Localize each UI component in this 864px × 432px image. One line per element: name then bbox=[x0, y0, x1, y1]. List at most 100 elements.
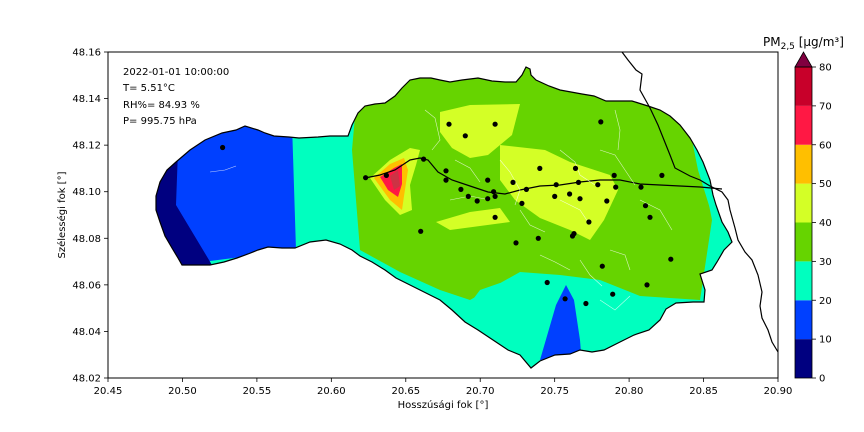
sensor-point bbox=[465, 193, 471, 199]
colorbar-segment bbox=[795, 261, 812, 301]
sensor-point bbox=[642, 203, 649, 209]
sensor-point bbox=[485, 196, 491, 202]
x-axis-label: Hosszúsági fok [°] bbox=[398, 399, 489, 411]
street-path bbox=[599, 295, 631, 311]
sensor-point bbox=[567, 191, 573, 197]
sensor-point bbox=[659, 172, 665, 178]
x-tick-label: 20.50 bbox=[168, 386, 197, 397]
sensor-points bbox=[220, 119, 674, 307]
x-tick-label: 20.75 bbox=[540, 386, 569, 397]
band-40-50-center bbox=[500, 145, 618, 240]
sensor-point bbox=[443, 168, 449, 174]
sensor-point bbox=[523, 186, 530, 192]
y-tick-label: 48.10 bbox=[72, 187, 101, 198]
colorbar-tick-label: 50 bbox=[819, 179, 832, 190]
sensor-point bbox=[537, 165, 543, 171]
band-10-20-south bbox=[540, 285, 582, 365]
annotation-pressure: P= 995.75 hPa bbox=[123, 116, 197, 127]
sensor-point bbox=[485, 177, 491, 183]
band-70-80 bbox=[390, 170, 400, 190]
colorbar-tick-label: 80 bbox=[819, 63, 832, 74]
sensor-point bbox=[513, 240, 519, 246]
sensor-point bbox=[220, 144, 226, 151]
sensor-point bbox=[586, 219, 592, 225]
colorbar-segment bbox=[795, 222, 812, 262]
sensor-point bbox=[421, 156, 427, 162]
sensor-point bbox=[562, 296, 568, 302]
colorbar-extend-triangle bbox=[794, 51, 813, 68]
sensor-point bbox=[491, 189, 497, 195]
y-tick-label: 48.14 bbox=[72, 94, 101, 105]
street-path bbox=[519, 209, 546, 233]
colorbar-segment bbox=[795, 183, 812, 223]
colorbar-segment bbox=[795, 300, 812, 340]
x-axis: 20.45 20.50 20.55 20.60 20.65 20.70 20.75 20.80… bbox=[94, 378, 793, 397]
sensor-point bbox=[610, 291, 616, 297]
colorbar-title-main: PM bbox=[763, 35, 781, 49]
x-tick-label: 20.85 bbox=[689, 386, 718, 397]
border-line bbox=[621, 51, 779, 353]
x-tick-label: 20.70 bbox=[466, 386, 495, 397]
colorbar-title-sub: 2,5 bbox=[781, 42, 795, 52]
street-path bbox=[539, 254, 571, 271]
band-40-50-strip bbox=[436, 208, 510, 230]
y-axis-label: Szélességi fok [°] bbox=[56, 171, 68, 258]
sensor-point bbox=[552, 193, 558, 199]
sensor-point bbox=[572, 165, 579, 171]
x-tick-label: 20.80 bbox=[615, 386, 644, 397]
sensor-point bbox=[492, 214, 498, 220]
sensor-point bbox=[647, 214, 653, 220]
street-path bbox=[209, 165, 237, 173]
sensor-point bbox=[668, 256, 674, 262]
colorbar-tick-label: 10 bbox=[819, 335, 832, 346]
colorbar-tick-label: 40 bbox=[819, 218, 832, 229]
street-path bbox=[609, 249, 631, 271]
annotation-humidity: RH%= 84.93 % bbox=[123, 100, 200, 111]
y-tick-label: 48.06 bbox=[72, 280, 101, 291]
y-tick-label: 48.08 bbox=[72, 234, 101, 245]
river-line bbox=[364, 157, 723, 195]
colorbar: 0 10 20 30 40 50 60 70 80 bbox=[794, 51, 832, 385]
sensor-point bbox=[510, 179, 516, 185]
sensor-point bbox=[604, 198, 610, 204]
x-tick-label: 20.90 bbox=[764, 386, 793, 397]
axes-frame bbox=[107, 51, 779, 379]
colorbar-tick-label: 0 bbox=[819, 374, 825, 385]
street-path bbox=[599, 149, 636, 186]
colorbar-tick-label: 30 bbox=[819, 257, 832, 268]
sensor-point bbox=[595, 182, 601, 188]
y-tick-label: 48.02 bbox=[72, 374, 101, 385]
sensor-point bbox=[458, 186, 464, 192]
sensor-point bbox=[474, 198, 480, 204]
band-40-50-north bbox=[440, 104, 520, 158]
colorbar-tick-label: 70 bbox=[819, 101, 832, 112]
street-path bbox=[424, 109, 441, 151]
street-path bbox=[639, 199, 673, 231]
sensor-point bbox=[383, 172, 389, 178]
street-path bbox=[559, 199, 591, 226]
street-path bbox=[454, 159, 481, 183]
street-path bbox=[579, 259, 603, 287]
sensor-point bbox=[575, 179, 582, 185]
sensor-point bbox=[611, 172, 617, 178]
colorbar-segment bbox=[795, 105, 812, 145]
sensor-point bbox=[519, 200, 525, 206]
annotation-datetime: 2022-01-01 10:00:00 bbox=[123, 67, 229, 78]
colorbar-title-unit: [µg/m³] bbox=[795, 35, 844, 49]
y-tick-label: 48.12 bbox=[72, 141, 101, 152]
street-path bbox=[614, 109, 621, 151]
sensor-point bbox=[544, 279, 550, 286]
annotation-temperature: T= 5.51°C bbox=[122, 83, 175, 94]
sensor-point bbox=[598, 119, 604, 125]
sensor-point bbox=[613, 184, 619, 190]
sensor-point bbox=[583, 300, 589, 307]
sensor-point bbox=[462, 133, 468, 139]
colorbar-segment bbox=[795, 144, 812, 184]
sensor-point bbox=[535, 235, 541, 241]
sensor-point bbox=[418, 228, 424, 234]
sensor-point bbox=[492, 121, 498, 127]
colorbar-segment bbox=[795, 67, 812, 106]
region-boundary bbox=[155, 66, 733, 369]
x-tick-label: 20.65 bbox=[391, 386, 420, 397]
